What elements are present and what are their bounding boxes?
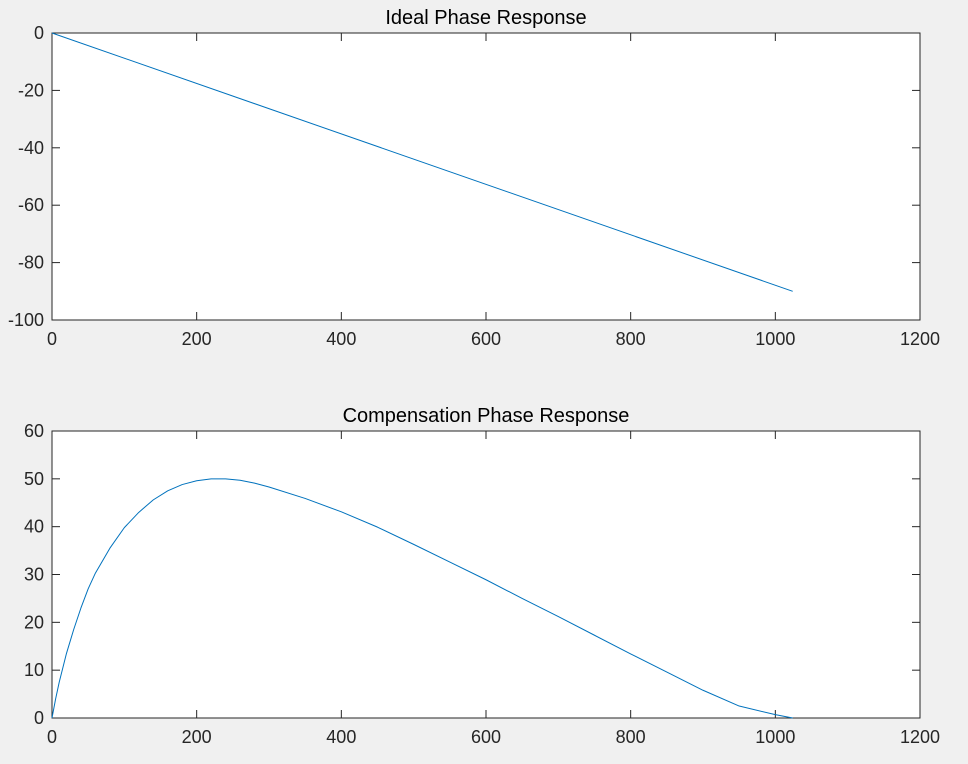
compensation-phase-x-tick-label: 0 (47, 727, 57, 747)
compensation-phase-x-tick-label: 1000 (755, 727, 795, 747)
ideal-phase-series (51, 32, 793, 292)
compensation-phase-plot-area (51, 430, 921, 719)
compensation-phase-x-tick-label: 600 (471, 727, 501, 747)
compensation-phase-axes: Compensation Phase Response 0 200 400 600 80… (24, 405, 940, 747)
ideal-phase-y-tick-label: -60 (18, 195, 44, 215)
ideal-phase-x-tick-label: 800 (616, 329, 646, 349)
ideal-phase-x-tick-label: 1000 (755, 329, 795, 349)
ideal-phase-x-tick-label: 0 (47, 329, 57, 349)
compensation-phase-y-tick-label: 10 (24, 660, 44, 680)
ideal-phase-y-tick-label: -100 (8, 310, 44, 330)
compensation-phase-x-tick-label: 400 (326, 727, 356, 747)
ideal-phase-y-tick-label: 0 (34, 23, 44, 43)
compensation-phase-y-tick-label: 50 (24, 469, 44, 489)
compensation-phase-series (51, 478, 793, 719)
ideal-phase-y-tick-label: -40 (18, 138, 44, 158)
ideal-phase-title: Ideal Phase Response (385, 7, 586, 29)
compensation-phase-ticks: 0 200 400 600 800 1000 1200 0 10 20 30 40 50 60 (24, 421, 940, 747)
compensation-phase-y-tick-label: 20 (24, 612, 44, 632)
ideal-phase-x-tick-label: 600 (471, 329, 501, 349)
compensation-phase-y-tick-label: 0 (34, 708, 44, 728)
ideal-phase-x-tick-label: 200 (182, 329, 212, 349)
ideal-phase-x-tick-label: 400 (326, 329, 356, 349)
compensation-phase-series-line (51, 478, 793, 719)
ideal-phase-ticks: 0 200 400 600 800 1000 1200 -100 -80 -60 -40 -20 0 (8, 23, 940, 349)
compensation-phase-y-tick-label: 30 (24, 565, 44, 585)
ideal-phase-series-line (51, 32, 793, 292)
ideal-phase-y-tick-label: -20 (18, 80, 44, 100)
compensation-phase-title: Compensation Phase Response (343, 405, 630, 427)
compensation-phase-x-tick-label: 200 (182, 727, 212, 747)
ideal-phase-y-tick-label: -80 (18, 253, 44, 273)
compensation-phase-x-tick-label: 800 (616, 727, 646, 747)
compensation-phase-y-tick-label: 40 (24, 517, 44, 537)
compensation-phase-x-tick-label: 1200 (900, 727, 940, 747)
ideal-phase-x-tick-label: 1200 (900, 329, 940, 349)
compensation-phase-y-tick-label: 60 (24, 421, 44, 441)
ideal-phase-plot-area (51, 32, 921, 321)
ideal-phase-axes: Ideal Phase Response 0 200 400 600 800 1000 12… (8, 7, 940, 349)
